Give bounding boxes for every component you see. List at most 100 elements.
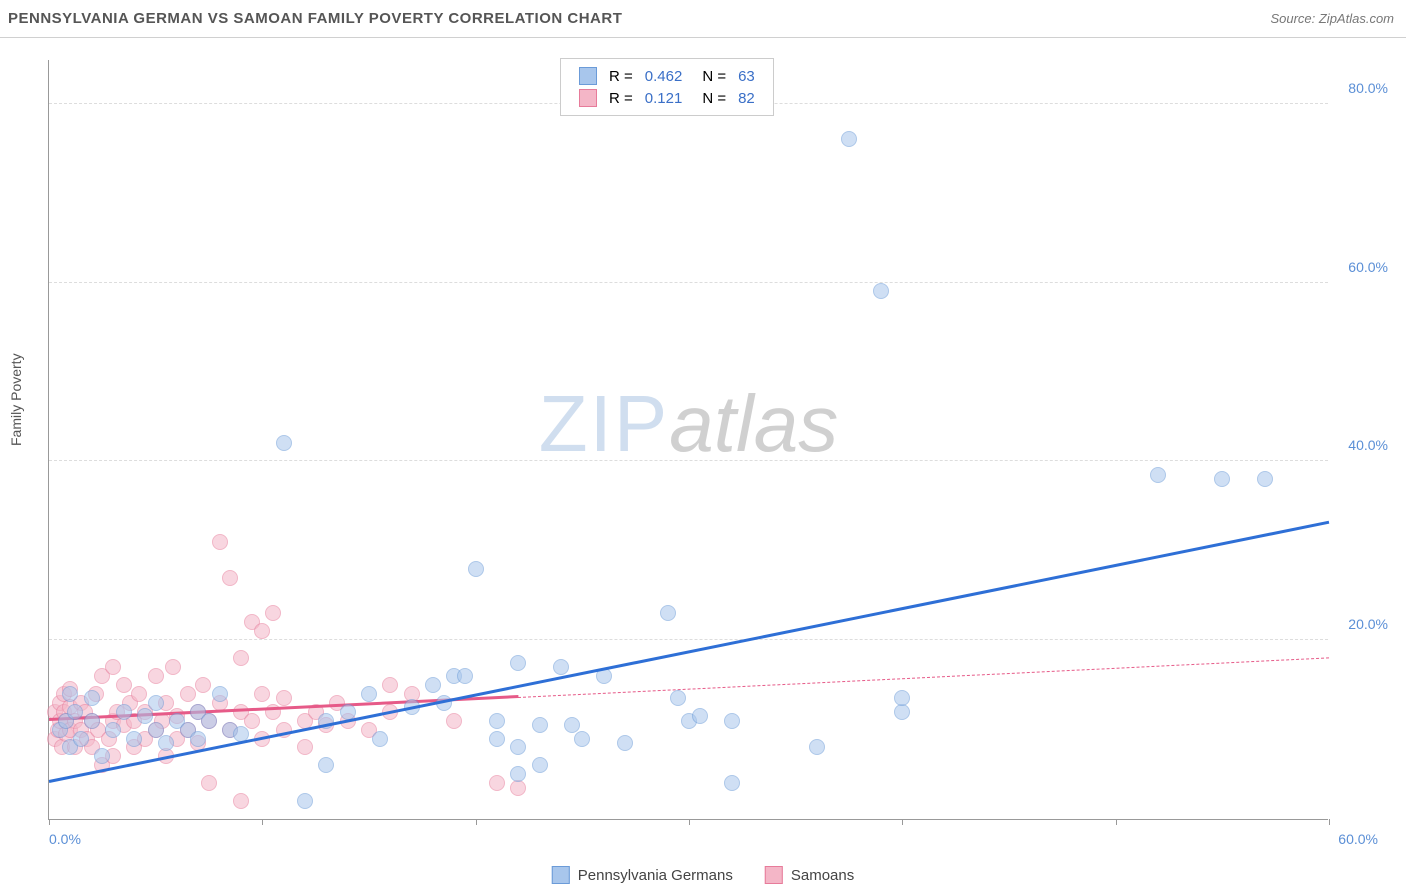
legend-swatch (579, 89, 597, 107)
data-point (148, 668, 164, 684)
data-point (670, 690, 686, 706)
data-point (372, 731, 388, 747)
data-point (532, 757, 548, 773)
legend-n-value: 82 (732, 87, 761, 109)
data-point (724, 775, 740, 791)
data-point (67, 704, 83, 720)
gridline (49, 639, 1328, 640)
data-point (873, 283, 889, 299)
x-tick (476, 819, 477, 825)
data-point (1150, 467, 1166, 483)
data-point (244, 713, 260, 729)
data-point (841, 131, 857, 147)
data-point (489, 775, 505, 791)
data-point (165, 659, 181, 675)
legend-swatch (579, 67, 597, 85)
data-point (201, 713, 217, 729)
data-point (510, 766, 526, 782)
data-point (180, 686, 196, 702)
data-point (105, 722, 121, 738)
data-point (297, 793, 313, 809)
legend-series: Pennsylvania Germans Samoans (552, 866, 854, 884)
data-point (233, 793, 249, 809)
data-point (574, 731, 590, 747)
x-tick (689, 819, 690, 825)
data-point (489, 731, 505, 747)
legend-r-label: R = (603, 87, 639, 109)
x-tick (49, 819, 50, 825)
x-tick (1329, 819, 1330, 825)
legend-series-item: Samoans (765, 866, 854, 884)
chart-container: PENNSYLVANIA GERMAN VS SAMOAN FAMILY POV… (0, 0, 1406, 892)
data-point (84, 713, 100, 729)
data-point (254, 686, 270, 702)
data-point (84, 690, 100, 706)
data-point (195, 677, 211, 693)
legend-series-label: Samoans (791, 867, 854, 884)
data-point (105, 659, 121, 675)
data-point (126, 731, 142, 747)
data-point (468, 561, 484, 577)
watermark-atlas: atlas (669, 379, 838, 468)
data-point (553, 659, 569, 675)
legend-row: R =0.462N =63 (573, 65, 761, 87)
x-tick (902, 819, 903, 825)
legend-series-item: Pennsylvania Germans (552, 866, 733, 884)
data-point (276, 690, 292, 706)
plot-area: ZIPatlas 20.0%40.0%60.0%80.0%0.0%60.0% (48, 60, 1328, 820)
legend-r-value: 0.462 (639, 65, 689, 87)
data-point (1257, 471, 1273, 487)
data-point (233, 650, 249, 666)
data-point (532, 717, 548, 733)
data-point (148, 695, 164, 711)
chart-title: PENNSYLVANIA GERMAN VS SAMOAN FAMILY POV… (8, 10, 622, 27)
data-point (158, 735, 174, 751)
data-point (457, 668, 473, 684)
data-point (510, 739, 526, 755)
legend-swatch (552, 866, 570, 884)
x-tick (1116, 819, 1117, 825)
x-label-min: 0.0% (49, 831, 81, 847)
data-point (446, 713, 462, 729)
data-point (265, 605, 281, 621)
legend-correlation: R =0.462N =63R =0.121N =82 (560, 58, 774, 116)
data-point (73, 731, 89, 747)
legend-row: R =0.121N =82 (573, 87, 761, 109)
chart-header: PENNSYLVANIA GERMAN VS SAMOAN FAMILY POV… (0, 0, 1406, 38)
watermark-zip: ZIP (539, 379, 669, 468)
x-label-max: 60.0% (1338, 831, 1378, 847)
chart-source: Source: ZipAtlas.com (1270, 11, 1394, 26)
x-tick (262, 819, 263, 825)
data-point (361, 686, 377, 702)
data-point (212, 686, 228, 702)
legend-n-label: N = (688, 65, 732, 87)
data-point (1214, 471, 1230, 487)
data-point (894, 690, 910, 706)
data-point (116, 677, 132, 693)
data-point (382, 677, 398, 693)
y-tick-label: 20.0% (1348, 616, 1388, 632)
data-point (425, 677, 441, 693)
data-point (692, 708, 708, 724)
y-tick-label: 40.0% (1348, 437, 1388, 453)
gridline (49, 282, 1328, 283)
data-point (617, 735, 633, 751)
data-point (222, 570, 238, 586)
data-point (94, 748, 110, 764)
legend-n-label: N = (688, 87, 732, 109)
data-point (254, 623, 270, 639)
watermark: ZIPatlas (539, 378, 838, 470)
data-point (212, 534, 228, 550)
data-point (297, 739, 313, 755)
data-point (510, 655, 526, 671)
legend-swatch (765, 866, 783, 884)
data-point (276, 435, 292, 451)
legend-r-value: 0.121 (639, 87, 689, 109)
legend-r-label: R = (603, 65, 639, 87)
gridline (49, 460, 1328, 461)
data-point (809, 739, 825, 755)
data-point (201, 775, 217, 791)
legend-series-label: Pennsylvania Germans (578, 867, 733, 884)
data-point (660, 605, 676, 621)
data-point (131, 686, 147, 702)
